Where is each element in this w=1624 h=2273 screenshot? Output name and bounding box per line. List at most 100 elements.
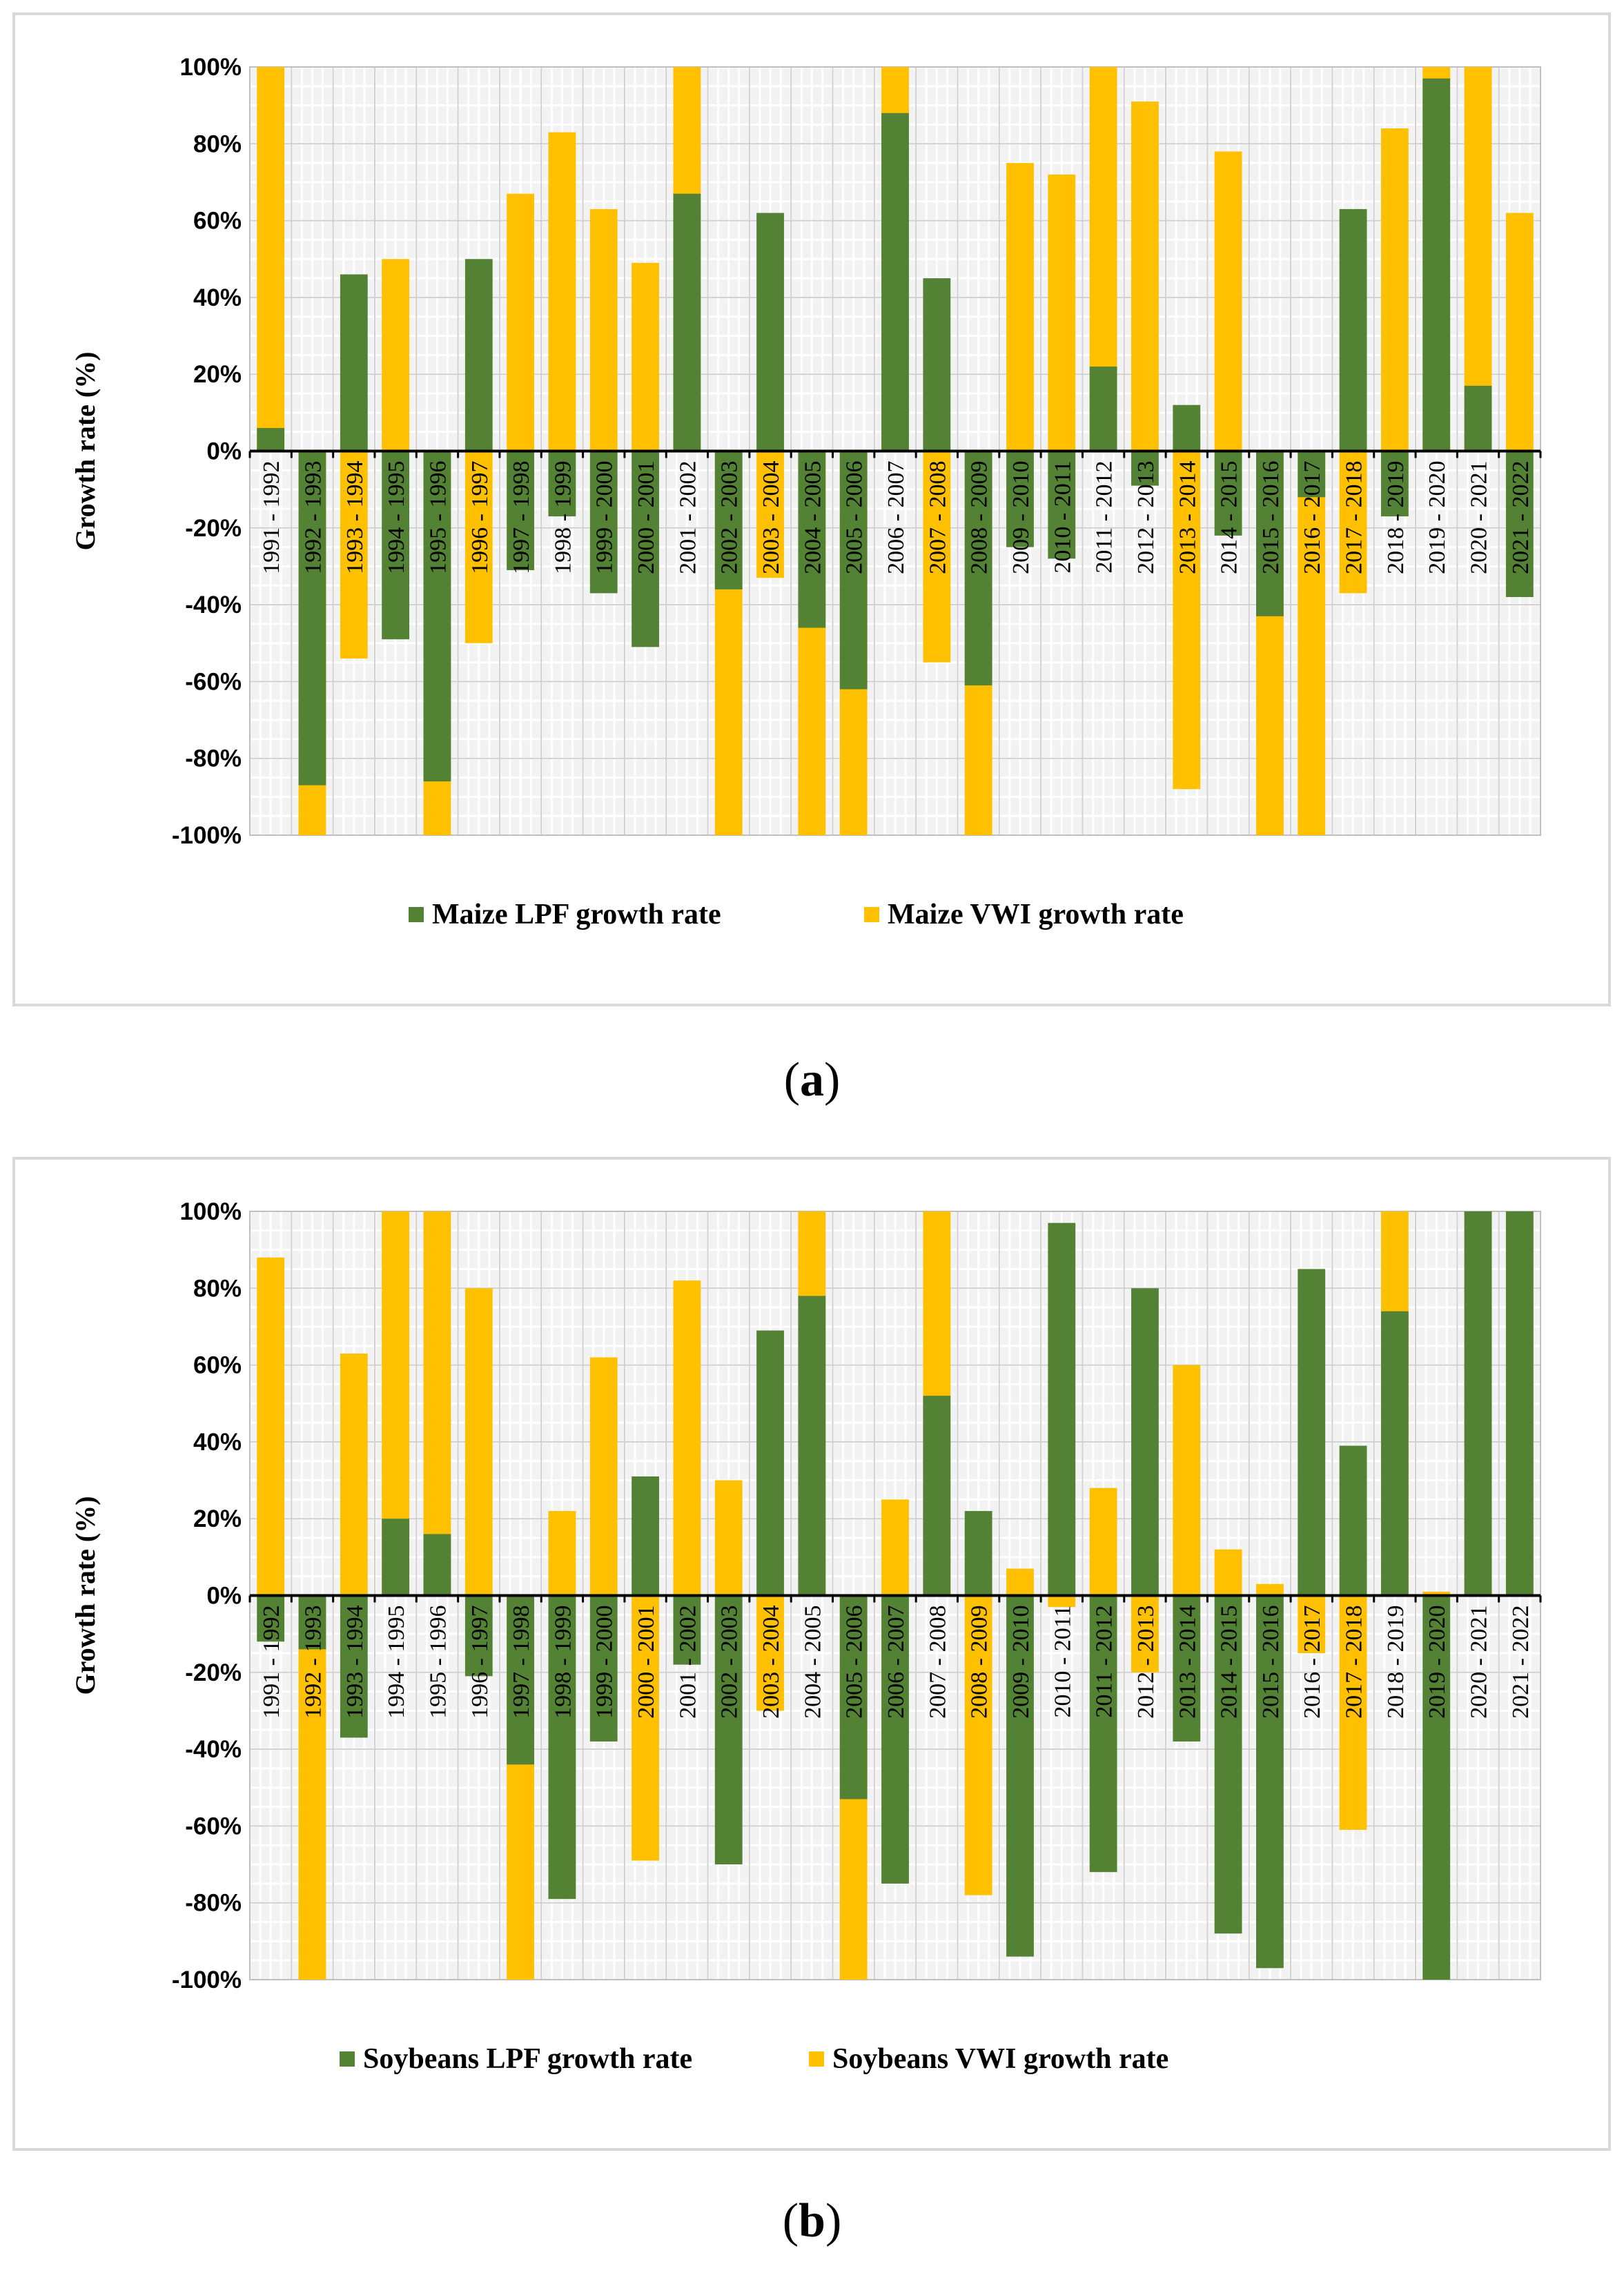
lpf-bar <box>589 451 618 594</box>
lpf-bar <box>257 428 285 451</box>
lpf-bar <box>1505 1211 1534 1596</box>
y-axis-label: Growth rate (%) <box>70 351 101 550</box>
legend-label: Soybeans VWI growth rate <box>832 2043 1168 2075</box>
vwi-bar <box>340 1353 368 1596</box>
lpf-bar <box>1048 451 1076 559</box>
lpf-bar <box>714 1595 743 1865</box>
x-tick-label: 2008 - 2009 <box>967 1606 992 1719</box>
lpf-bar <box>1505 451 1534 597</box>
x-tick-label: 2006 - 2007 <box>883 1606 909 1719</box>
lpf-bar <box>1298 451 1326 498</box>
x-tick-label: 2012 - 2013 <box>1133 1606 1159 1719</box>
lpf-bar <box>1089 1595 1117 1873</box>
x-tick-label: 2017 - 2018 <box>1342 461 1367 574</box>
legend-swatch <box>809 2051 824 2067</box>
vwi-bar <box>548 132 576 451</box>
vwi-bar <box>464 451 493 643</box>
lpf-bar <box>464 259 493 451</box>
x-tick-label: 1993 - 1994 <box>342 461 368 574</box>
vwi-bar <box>1006 163 1034 451</box>
x-tick-label: 2011 - 2012 <box>1092 1606 1117 1718</box>
y-tick-label: 20% <box>193 361 242 388</box>
x-tick-label: 2000 - 2001 <box>634 1606 659 1719</box>
vwi-bar <box>589 208 618 451</box>
x-tick-label: 2000 - 2001 <box>634 461 659 574</box>
vwi-bar <box>1173 1365 1201 1596</box>
legend-swatch <box>409 907 424 922</box>
x-tick-label: 2013 - 2014 <box>1175 1606 1200 1719</box>
x-tick-label: 2021 - 2022 <box>1508 461 1534 574</box>
vwi-bar <box>756 1595 784 1711</box>
vwi-bar <box>1048 1595 1076 1608</box>
vwi-bar <box>589 1357 618 1596</box>
vwi-bar <box>464 1288 493 1596</box>
caption-a-letter: a <box>800 1053 824 1106</box>
lpf-bar <box>1339 208 1367 451</box>
lpf-bar <box>423 1534 451 1596</box>
vwi-bar <box>756 451 784 578</box>
x-tick-label: 1995 - 1996 <box>425 1606 451 1719</box>
lpf-bar <box>298 451 326 786</box>
x-tick-label: 1993 - 1994 <box>342 1606 368 1719</box>
lpf-bar <box>1464 1211 1492 1596</box>
y-tick-label: -40% <box>185 592 242 618</box>
lpf-bar <box>798 1296 826 1596</box>
lpf-bar <box>1255 451 1284 616</box>
x-tick-label: 1994 - 1995 <box>384 461 409 574</box>
legend-label: Maize VWI growth rate <box>888 899 1184 930</box>
y-axis-label: Growth rate (%) <box>70 1496 101 1695</box>
x-tick-label: 2006 - 2007 <box>883 461 909 574</box>
vwi-bar <box>257 1257 285 1596</box>
x-tick-label: 2019 - 2020 <box>1425 461 1450 574</box>
x-tick-label: 1994 - 1995 <box>384 1606 409 1719</box>
x-tick-label: 2001 - 2002 <box>675 461 701 574</box>
x-tick-label: 1991 - 1992 <box>259 1606 284 1719</box>
lpf-bar <box>798 451 826 628</box>
x-tick-label: 2010 - 2011 <box>1050 1606 1075 1718</box>
legend-swatch <box>864 907 879 922</box>
x-tick-label: 2016 - 2017 <box>1300 461 1325 574</box>
y-tick-label: 100% <box>179 54 242 81</box>
x-tick-label: 2020 - 2021 <box>1467 1606 1492 1719</box>
vwi-bar <box>1131 1595 1159 1672</box>
y-tick-label: -80% <box>185 1890 242 1917</box>
x-tick-label: 2003 - 2004 <box>759 1606 784 1719</box>
x-tick-label: 2014 - 2015 <box>1217 461 1242 574</box>
caption-a: (a) <box>783 1053 841 1106</box>
x-tick-label: 1998 - 1999 <box>550 461 576 574</box>
lpf-bar <box>673 193 701 451</box>
vwi-bar <box>632 1595 659 1861</box>
lpf-bar <box>1006 451 1034 547</box>
lpf-bar <box>1380 451 1409 517</box>
caption-b: (b) <box>782 2194 842 2247</box>
chart-panel-b: -100% -80% -60% -40% -20% 0% 20% 40% 60% 80% 100% G… <box>12 1157 1611 2151</box>
lpf-bar <box>1422 1595 1451 1980</box>
lpf-bar <box>632 1476 659 1596</box>
vwi-bar <box>1214 1549 1242 1596</box>
x-tick-label: 2003 - 2004 <box>759 461 784 574</box>
lpf-bar <box>839 451 868 690</box>
y-tick-label: 0% <box>206 438 242 465</box>
lpf-bar <box>714 451 743 589</box>
vwi-bar <box>1298 451 1326 835</box>
lpf-bar <box>1298 1269 1326 1596</box>
x-tick-label: 1999 - 2000 <box>592 1606 618 1719</box>
x-tick-label: 2021 - 2022 <box>1508 1606 1534 1719</box>
lpf-bar <box>756 213 784 451</box>
vwi-bar <box>340 451 368 659</box>
y-tick-label: -20% <box>185 515 242 542</box>
y-tick-label: 60% <box>193 1352 242 1379</box>
vwi-bar <box>1214 151 1242 451</box>
y-tick-label: -100% <box>172 1967 242 1993</box>
vwi-bar <box>1006 1568 1034 1596</box>
x-tick-label: 2016 - 2017 <box>1300 1606 1325 1719</box>
x-tick-label: 2017 - 2018 <box>1342 1606 1367 1719</box>
lpf-bar <box>1214 1595 1242 1934</box>
x-tick-label: 2008 - 2009 <box>967 461 992 574</box>
x-tick-label: 2007 - 2008 <box>925 1606 950 1719</box>
x-tick-label: 2013 - 2014 <box>1175 461 1200 574</box>
y-tick-label: 40% <box>193 284 242 311</box>
chart-panel-a: -100% -80% -60% -40% -20% 0% 20% 40% 60% 80% 100% G… <box>12 12 1611 1006</box>
vwi-bar <box>673 1280 701 1596</box>
x-tick-label: 2002 - 2003 <box>717 461 743 574</box>
